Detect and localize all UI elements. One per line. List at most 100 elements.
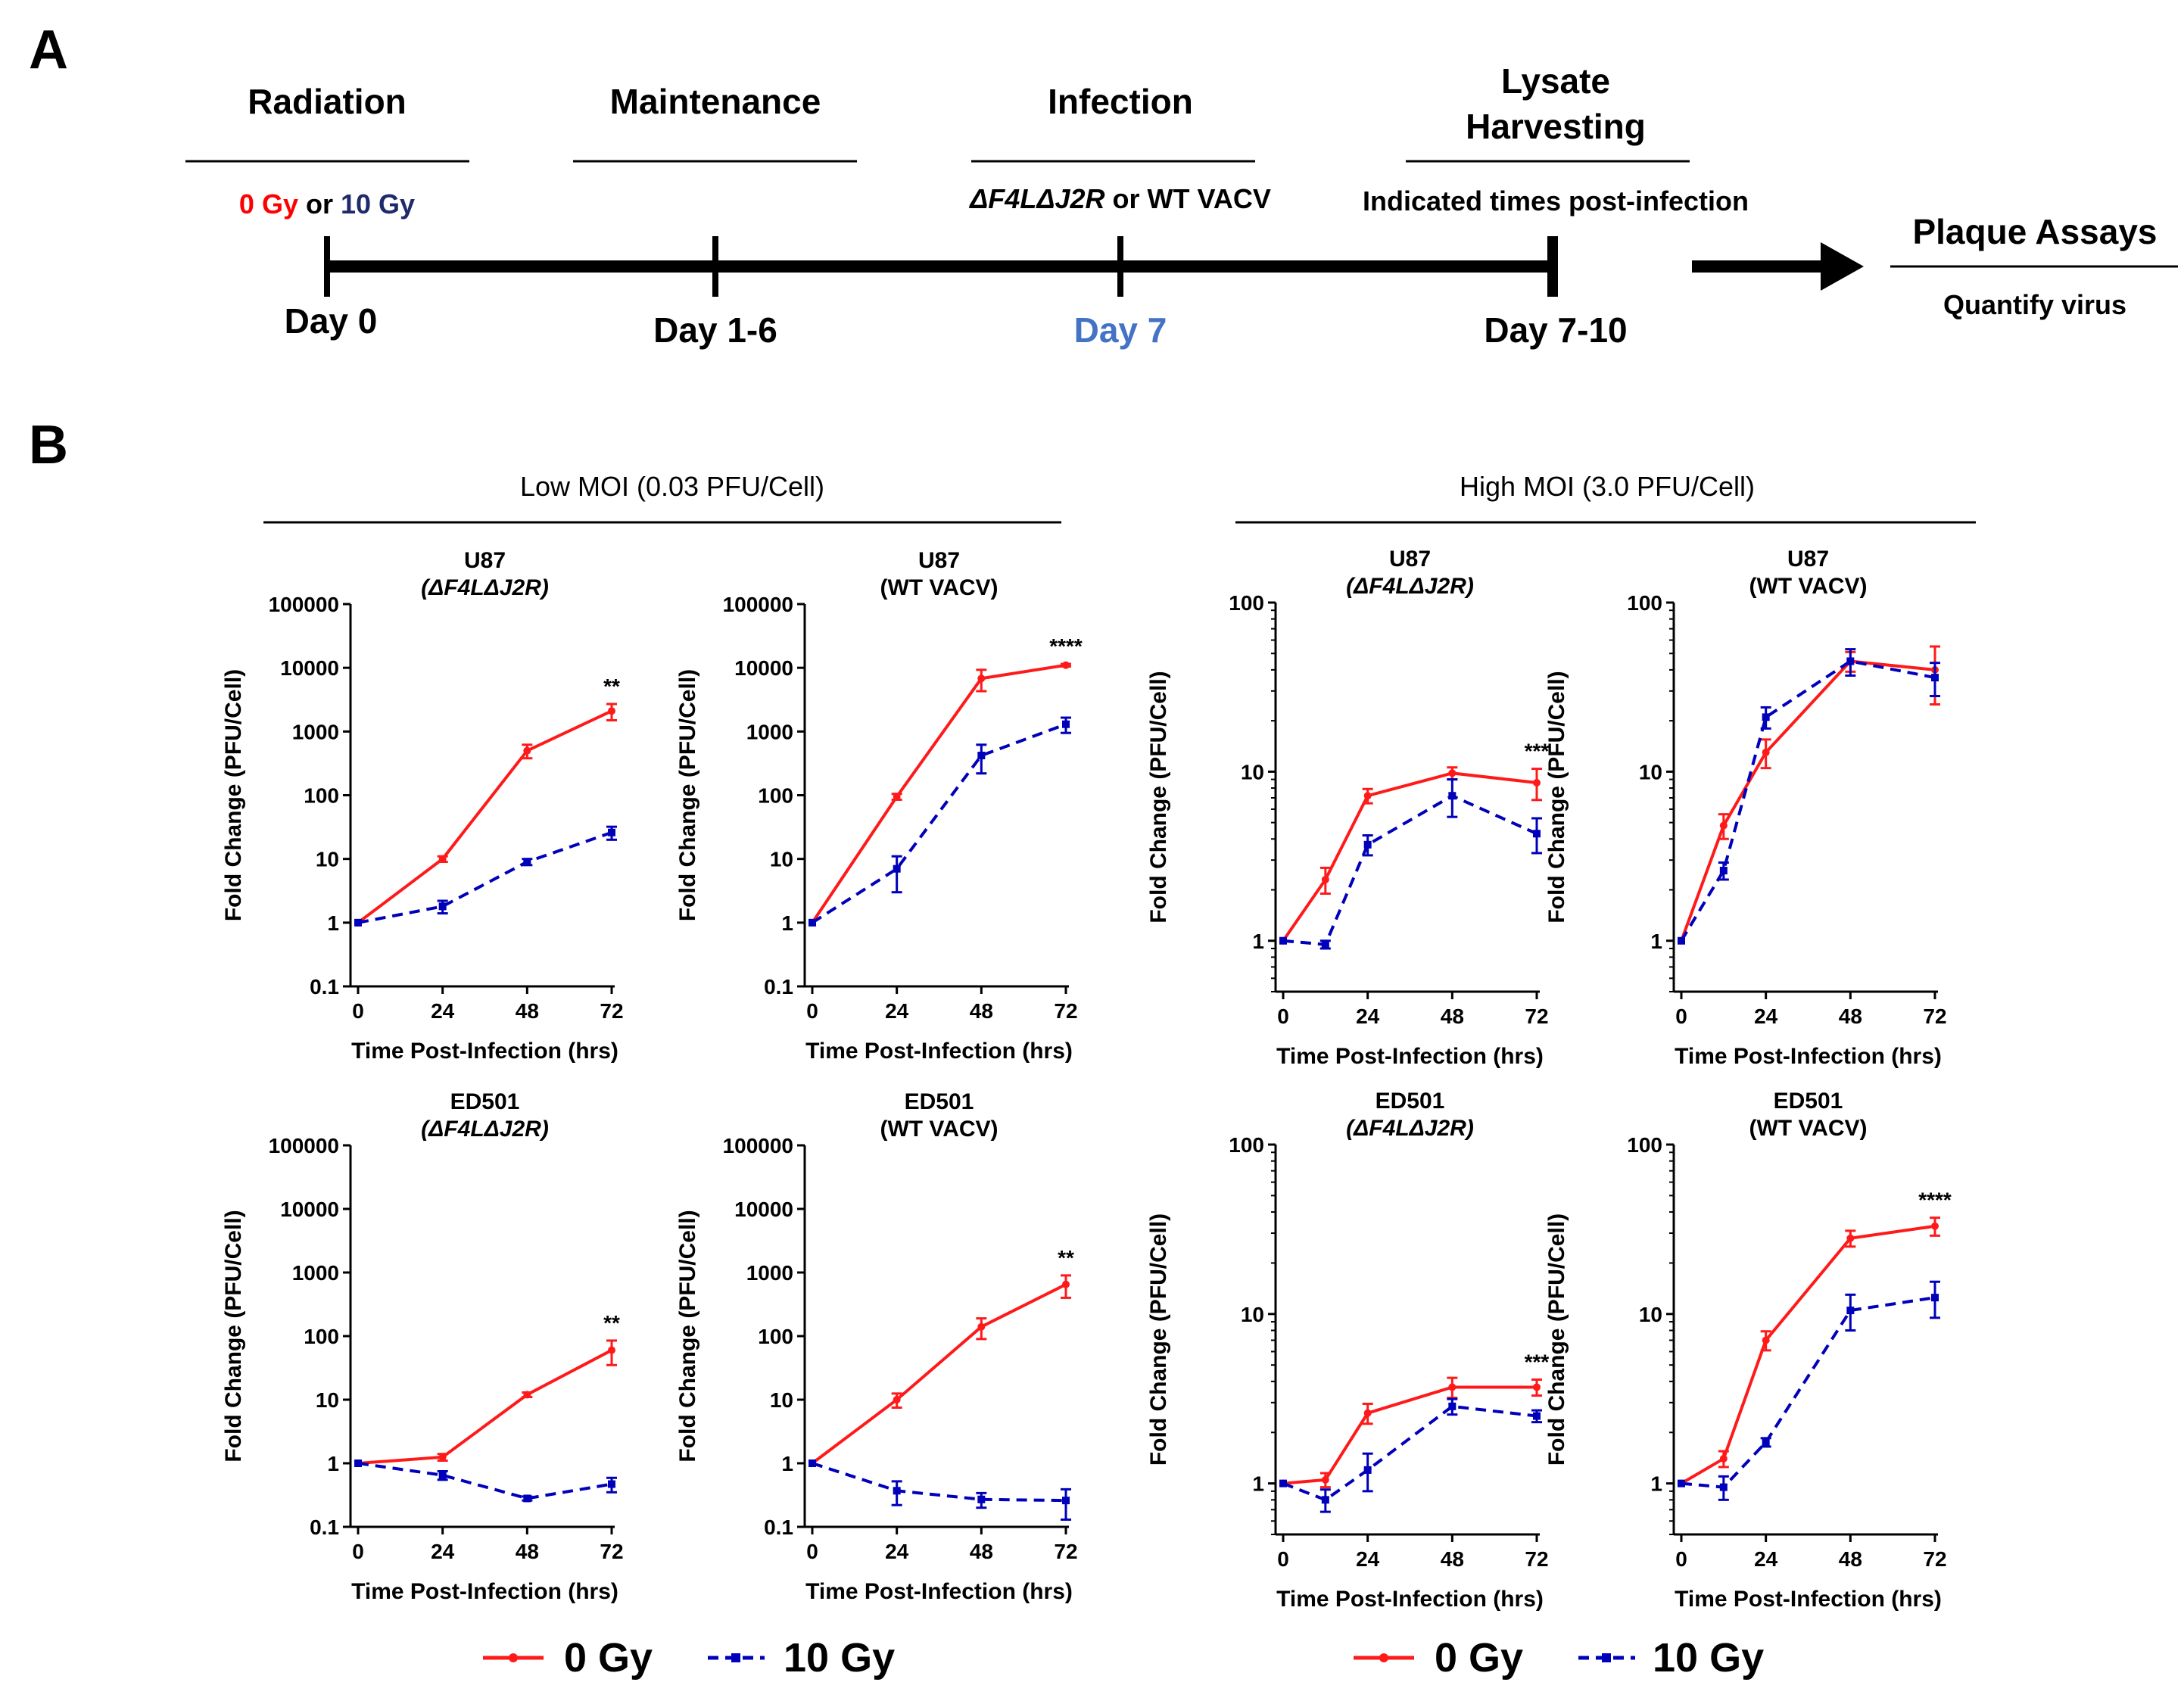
- chart-subtitle: (ΔF4LΔJ2R): [1346, 574, 1474, 599]
- series-0gy: [354, 702, 617, 927]
- chart-title: ED501: [450, 1089, 520, 1114]
- day-7: Day 7: [1074, 310, 1167, 350]
- data-point: [523, 1494, 531, 1503]
- data-point: [1279, 936, 1287, 945]
- stage-radiation: Radiation: [248, 82, 407, 121]
- y-tick-label: 100000: [269, 1134, 339, 1157]
- series-0gy: [354, 1339, 617, 1467]
- y-tick-label: 100000: [723, 1134, 793, 1157]
- legend-left: 0 Gy 10 Gy: [483, 1635, 895, 1681]
- x-tick-label: 0: [1277, 1547, 1289, 1571]
- y-tick-label: 10: [316, 848, 339, 871]
- x-tick-label: 48: [1839, 1547, 1862, 1571]
- chart-subtitle: (WT VACV): [1749, 1116, 1867, 1141]
- series-10gy: [1279, 1397, 1542, 1513]
- dose-10-gy: 10 Gy: [341, 188, 415, 220]
- data-point: [523, 858, 531, 866]
- y-tick-label: 10: [770, 848, 793, 871]
- data-point: [438, 902, 447, 911]
- data-point: [1533, 1412, 1541, 1420]
- y-tick-label: 100: [758, 784, 793, 808]
- x-tick-label: 0: [806, 1540, 818, 1563]
- data-point: [893, 864, 901, 873]
- chart-title: ED501: [1376, 1089, 1445, 1114]
- significance-stars: ****: [1049, 634, 1083, 658]
- legend-left-10gy-label: 10 Gy: [784, 1635, 895, 1681]
- y-tick-label: 10: [1639, 760, 1662, 783]
- x-axis-label: Time Post-Infection (hrs): [805, 1579, 1073, 1604]
- panel-b-label: B: [29, 415, 68, 475]
- y-axis-label: Fold Change (PFU/Cell): [221, 669, 246, 921]
- plaque-subtitle: Quantify virus: [1943, 289, 2126, 320]
- data-point: [1448, 769, 1457, 777]
- chart-subtitle: (ΔF4LΔJ2R): [421, 1117, 549, 1142]
- y-axis-label: Fold Change (PFU/Cell): [221, 1210, 246, 1462]
- data-point: [1762, 713, 1770, 721]
- x-tick-label: 24: [1356, 1547, 1380, 1571]
- y-tick-label: 1000: [292, 720, 339, 743]
- stage-maintenance: Maintenance: [610, 82, 821, 121]
- series-10gy: [1678, 1280, 1940, 1501]
- chart-title: U87: [1787, 547, 1829, 572]
- data-point: [1321, 1475, 1329, 1484]
- series-line: [811, 722, 1067, 924]
- y-axis-label: Fold Change (PFU/Cell): [675, 669, 700, 921]
- x-tick-label: 72: [600, 999, 623, 1023]
- day-1-6: Day 1-6: [653, 310, 777, 350]
- y-axis-label: Fold Change (PFU/Cell): [1544, 671, 1569, 923]
- data-point: [1279, 1479, 1287, 1487]
- legend-right: 0 Gy 10 Gy: [1354, 1635, 1764, 1681]
- dose-0-gy: 0 Gy: [239, 188, 298, 220]
- data-point: [1062, 661, 1070, 669]
- x-tick-label: 24: [1754, 1005, 1778, 1028]
- significance-stars: ***: [1525, 1350, 1550, 1373]
- data-point: [893, 1396, 901, 1403]
- significance-stars: ***: [1525, 740, 1550, 763]
- data-point: [438, 1453, 447, 1461]
- x-tick-label: 48: [970, 1540, 993, 1563]
- chart-subtitle: (WT VACV): [880, 575, 998, 600]
- data-point: [1678, 936, 1685, 945]
- legend-left-0gy-marker: [509, 1653, 518, 1662]
- y-tick-label: 0.1: [310, 975, 339, 998]
- data-point: [1062, 1497, 1070, 1505]
- data-point: [1846, 657, 1855, 665]
- series-line: [1282, 771, 1538, 942]
- y-tick-label: 100: [1229, 591, 1264, 615]
- series-10gy: [1678, 648, 1940, 945]
- data-point: [1448, 1402, 1457, 1410]
- stage-lysate-line1: Lysate: [1501, 61, 1610, 101]
- series-0gy: [1678, 645, 1940, 945]
- series-10gy: [354, 1459, 617, 1503]
- legend-left-10gy-marker: [731, 1653, 740, 1662]
- x-tick-label: 0: [352, 999, 364, 1023]
- data-point: [1363, 792, 1372, 800]
- x-tick-label: 72: [600, 1540, 623, 1563]
- significance-stars: **: [603, 674, 620, 698]
- chart-subtitle: (ΔF4LΔJ2R): [1346, 1116, 1474, 1141]
- data-point: [1533, 779, 1541, 787]
- series-line: [1680, 1224, 1936, 1485]
- x-axis-label: Time Post-Infection (hrs): [1276, 1044, 1544, 1069]
- data-point: [1321, 940, 1329, 949]
- day-7-10: Day 7-10: [1484, 310, 1627, 350]
- y-tick-label: 1: [327, 1452, 339, 1475]
- data-point: [608, 1346, 615, 1354]
- y-tick-label: 1: [327, 911, 339, 935]
- data-point: [1719, 1483, 1728, 1491]
- data-point: [1719, 867, 1728, 875]
- y-tick-label: 0.1: [764, 975, 793, 998]
- legend-right-10gy-marker: [1602, 1653, 1611, 1662]
- x-tick-label: 0: [1277, 1005, 1289, 1028]
- chart-high-ed501-wt: 1 10 100 0 24 48 72 Time Post-Infection (hrs) Fo…: [1544, 1089, 1952, 1612]
- y-tick-label: 0.1: [310, 1516, 339, 1539]
- x-tick-label: 72: [1923, 1005, 1946, 1028]
- y-tick-label: 10: [1241, 1303, 1264, 1326]
- x-tick-label: 24: [1356, 1005, 1380, 1028]
- y-tick-label: 1: [781, 911, 793, 935]
- chart-subtitle: (ΔF4LΔJ2R): [421, 575, 549, 600]
- data-point: [808, 918, 816, 927]
- series-line: [357, 1348, 612, 1465]
- data-point: [1762, 1336, 1770, 1344]
- data-point: [1533, 1383, 1541, 1391]
